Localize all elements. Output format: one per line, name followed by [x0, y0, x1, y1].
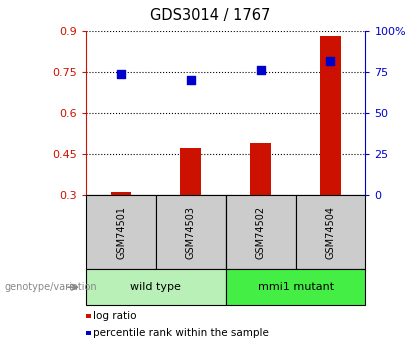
- Bar: [86, 195, 156, 269]
- Point: [327, 58, 334, 63]
- Text: GSM74502: GSM74502: [256, 206, 266, 258]
- Bar: [296, 195, 365, 269]
- Point: [118, 71, 124, 77]
- Bar: [156, 195, 226, 269]
- Bar: [226, 195, 296, 269]
- Point: [187, 78, 194, 83]
- Text: GDS3014 / 1767: GDS3014 / 1767: [150, 8, 270, 23]
- Text: genotype/variation: genotype/variation: [4, 282, 97, 292]
- Text: GSM74503: GSM74503: [186, 206, 196, 258]
- Bar: [250, 143, 271, 195]
- Bar: [226, 269, 365, 305]
- Text: GSM74504: GSM74504: [326, 206, 336, 258]
- Bar: [110, 192, 131, 195]
- Point: [257, 68, 264, 73]
- Text: wild type: wild type: [131, 282, 181, 292]
- Text: GSM74501: GSM74501: [116, 206, 126, 258]
- Bar: [86, 269, 226, 305]
- Text: mmi1 mutant: mmi1 mutant: [257, 282, 333, 292]
- Text: percentile rank within the sample: percentile rank within the sample: [93, 328, 269, 338]
- Bar: [320, 36, 341, 195]
- Bar: [180, 148, 201, 195]
- Text: log ratio: log ratio: [93, 311, 137, 321]
